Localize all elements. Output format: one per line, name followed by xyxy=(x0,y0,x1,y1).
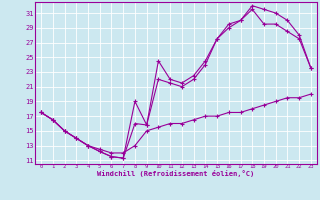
X-axis label: Windchill (Refroidissement éolien,°C): Windchill (Refroidissement éolien,°C) xyxy=(97,170,255,177)
